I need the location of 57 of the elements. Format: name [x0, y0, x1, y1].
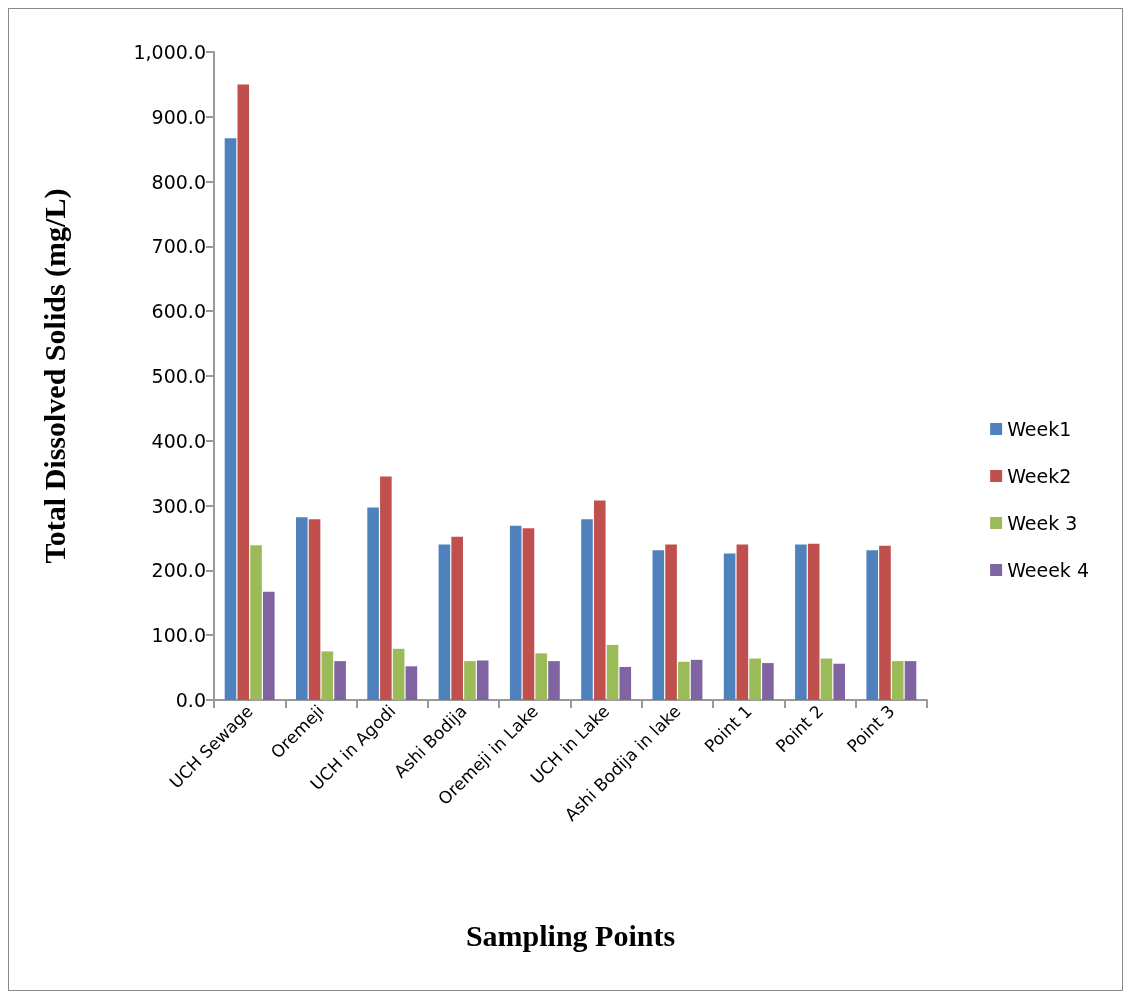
bar [476, 660, 489, 700]
bar [263, 591, 275, 700]
y-tick-label: 0.0 [175, 689, 206, 711]
x-axis-title: Sampling Points [465, 918, 676, 952]
y-tick-label: 800.0 [151, 170, 206, 193]
bar [581, 519, 593, 700]
bar [879, 545, 891, 700]
bar [224, 138, 237, 700]
bar [807, 543, 820, 700]
y-tick-label: 500.0 [151, 365, 206, 387]
bar [451, 536, 463, 700]
y-axis-title: Total Dissolved Solids (mg/L) [37, 188, 72, 564]
y-tick-label: 1,000.0 [133, 41, 206, 63]
bar [891, 661, 904, 700]
legend-label: Weeek 4 [1007, 559, 1089, 581]
bar [820, 658, 833, 700]
bar [535, 653, 548, 700]
bar [380, 476, 392, 700]
bar [762, 663, 774, 700]
legend-label: Week 3 [1007, 512, 1078, 534]
bar [833, 663, 846, 700]
bar [795, 544, 807, 700]
bar [250, 545, 262, 700]
bar [438, 544, 451, 700]
bar [749, 658, 761, 700]
bar [593, 500, 606, 700]
y-tick-label: 900.0 [151, 105, 206, 128]
bar [619, 666, 632, 700]
bar [866, 550, 878, 700]
bar [522, 528, 535, 700]
y-tick-label: 300.0 [151, 494, 206, 517]
bar [678, 661, 690, 700]
bar [509, 525, 522, 700]
bar [334, 661, 346, 700]
bar [665, 544, 677, 700]
bar [723, 553, 736, 700]
y-tick-label: 600.0 [151, 300, 206, 323]
legend-label: Week2 [1007, 465, 1072, 487]
bar [392, 648, 405, 700]
y-tick-label: 700.0 [151, 235, 206, 258]
legend-label: Week1 [1007, 418, 1072, 440]
bar [606, 644, 619, 700]
bar [405, 666, 418, 700]
y-tick-label: 200.0 [151, 559, 206, 582]
bar [296, 517, 308, 700]
bar [308, 519, 321, 700]
bar [464, 661, 476, 700]
bar [321, 651, 334, 700]
y-tick-label: 100.0 [151, 624, 206, 647]
bar [652, 550, 665, 700]
y-tick-label: 400.0 [151, 429, 206, 452]
bar [904, 661, 917, 700]
bar [548, 661, 560, 700]
bar [736, 544, 749, 700]
bar [690, 659, 703, 700]
bar [367, 507, 379, 700]
bar [237, 84, 250, 700]
